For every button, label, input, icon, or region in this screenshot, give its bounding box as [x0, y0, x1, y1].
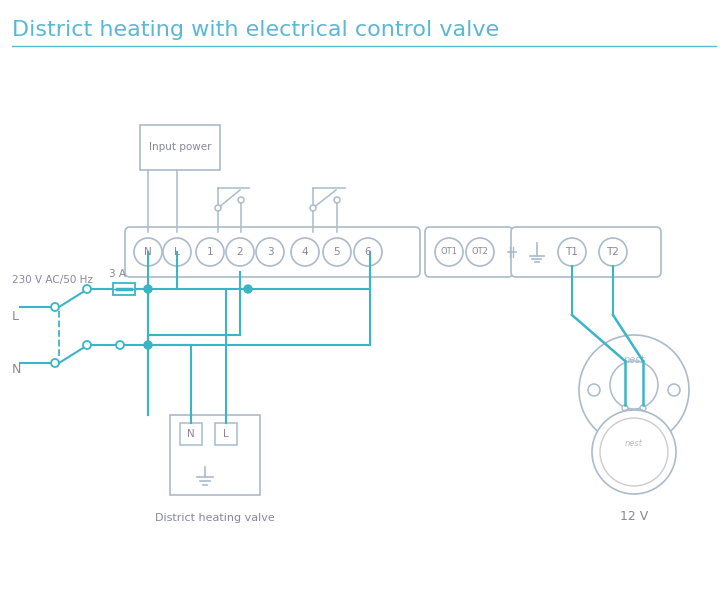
Circle shape [622, 405, 628, 411]
Text: L: L [223, 429, 229, 439]
Text: 6: 6 [365, 247, 371, 257]
Text: nest: nest [623, 355, 644, 365]
Bar [180, 423, 202, 445]
Text: Input power: Input power [149, 143, 211, 153]
Circle shape [244, 285, 252, 293]
Text: District heating valve: District heating valve [155, 513, 275, 523]
Text: OT2: OT2 [472, 248, 488, 257]
Circle shape [163, 238, 191, 266]
Circle shape [144, 285, 152, 293]
Bar [170, 415, 260, 495]
Text: T2: T2 [606, 247, 620, 257]
Circle shape [83, 341, 91, 349]
Circle shape [668, 384, 680, 396]
Text: OT1: OT1 [440, 248, 457, 257]
FancyBboxPatch shape [125, 227, 420, 277]
Circle shape [144, 341, 152, 349]
Circle shape [334, 197, 340, 203]
Text: 5: 5 [333, 247, 340, 257]
Text: N: N [12, 363, 21, 376]
Text: 4: 4 [301, 247, 309, 257]
Circle shape [558, 238, 586, 266]
Circle shape [610, 361, 658, 409]
Circle shape [600, 418, 668, 486]
Bar [215, 423, 237, 445]
Text: L: L [12, 310, 19, 323]
Circle shape [134, 238, 162, 266]
Text: 230 V AC/50 Hz: 230 V AC/50 Hz [12, 275, 93, 285]
FancyBboxPatch shape [624, 410, 644, 424]
Text: N: N [144, 247, 152, 257]
Text: L: L [174, 247, 180, 257]
Text: N: N [187, 429, 195, 439]
Circle shape [599, 238, 627, 266]
Circle shape [291, 238, 319, 266]
Circle shape [640, 405, 646, 411]
Circle shape [323, 238, 351, 266]
Text: 1: 1 [207, 247, 213, 257]
Bar [140, 125, 220, 170]
Circle shape [215, 205, 221, 211]
Circle shape [435, 238, 463, 266]
Text: 12 V: 12 V [620, 510, 648, 523]
Circle shape [579, 335, 689, 445]
Text: District heating with electrical control valve: District heating with electrical control… [12, 20, 499, 40]
Circle shape [51, 359, 59, 367]
FancyBboxPatch shape [425, 227, 513, 277]
Circle shape [238, 197, 244, 203]
Text: T1: T1 [566, 247, 579, 257]
Circle shape [196, 238, 224, 266]
Text: 2: 2 [237, 247, 243, 257]
Circle shape [466, 238, 494, 266]
Circle shape [588, 384, 600, 396]
Text: nest: nest [625, 440, 643, 448]
Bar [113, 283, 135, 295]
Circle shape [116, 341, 124, 349]
Circle shape [592, 410, 676, 494]
Circle shape [83, 285, 91, 293]
FancyBboxPatch shape [511, 227, 661, 277]
Circle shape [310, 205, 316, 211]
Circle shape [51, 303, 59, 311]
Circle shape [226, 238, 254, 266]
Text: 3 A: 3 A [109, 269, 126, 279]
Circle shape [256, 238, 284, 266]
Text: 3: 3 [266, 247, 273, 257]
Circle shape [354, 238, 382, 266]
